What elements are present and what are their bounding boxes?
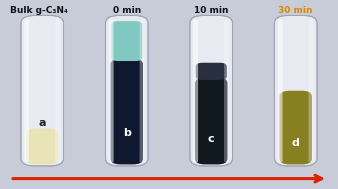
Text: a: a [39,118,46,128]
FancyBboxPatch shape [21,15,64,166]
Text: d: d [292,138,300,148]
FancyBboxPatch shape [309,19,313,162]
Text: b: b [123,128,131,138]
Text: 30 min: 30 min [279,6,313,15]
Text: c: c [208,134,215,144]
FancyBboxPatch shape [224,19,229,162]
FancyBboxPatch shape [195,77,227,164]
FancyBboxPatch shape [280,91,312,164]
FancyBboxPatch shape [274,15,317,166]
FancyBboxPatch shape [109,19,114,162]
Text: 0 min: 0 min [113,6,141,15]
FancyBboxPatch shape [140,19,144,162]
FancyBboxPatch shape [190,15,233,166]
FancyBboxPatch shape [111,59,143,164]
FancyBboxPatch shape [196,63,227,80]
FancyBboxPatch shape [105,15,148,166]
FancyBboxPatch shape [193,19,198,162]
Text: Bulk g-C₃N₄: Bulk g-C₃N₄ [10,6,68,15]
FancyBboxPatch shape [26,129,58,164]
FancyBboxPatch shape [278,19,283,162]
FancyBboxPatch shape [55,19,60,162]
FancyBboxPatch shape [24,19,29,162]
FancyBboxPatch shape [111,21,142,61]
Text: 10 min: 10 min [194,6,228,15]
